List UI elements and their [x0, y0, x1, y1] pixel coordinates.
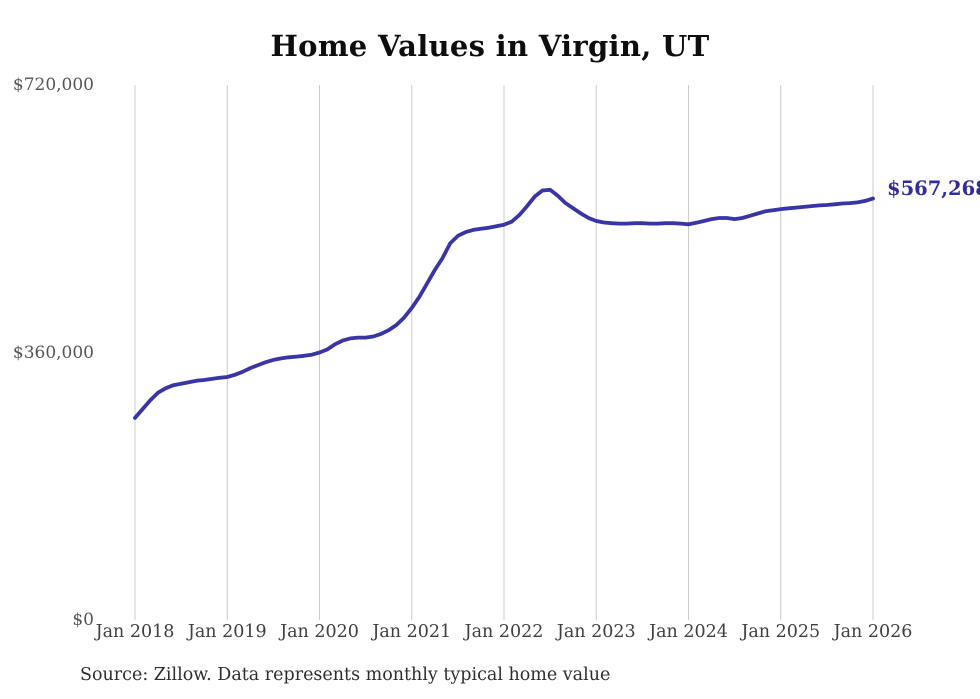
x-tick-jan-2024: Jan 2024: [649, 622, 728, 642]
gridlines-group: [134, 85, 874, 620]
x-tick-jan-2020: Jan 2020: [280, 622, 359, 642]
x-tick-jan-2021: Jan 2021: [372, 622, 452, 642]
chart-title: Home Values in Virgin, UT: [270, 29, 710, 63]
source-note: Source: Zillow. Data represents monthly …: [80, 665, 611, 685]
latest-value-label: $567,268: [887, 177, 980, 201]
x-tick-jan-2022: Jan 2022: [464, 622, 544, 642]
x-tick-jan-2019: Jan 2019: [187, 622, 267, 642]
home-value-line: [133, 187, 875, 420]
x-tick-jan-2018: Jan 2018: [95, 622, 175, 642]
y-tick-0: $0: [72, 610, 94, 630]
x-tick-jan-2026: Jan 2026: [833, 622, 913, 642]
x-tick-jan-2023: Jan 2023: [556, 622, 636, 642]
x-tick-jan-2025: Jan 2025: [741, 622, 821, 642]
y-tick-360000: $360,000: [12, 342, 94, 363]
y-tick-720000: $720,000: [12, 75, 94, 95]
